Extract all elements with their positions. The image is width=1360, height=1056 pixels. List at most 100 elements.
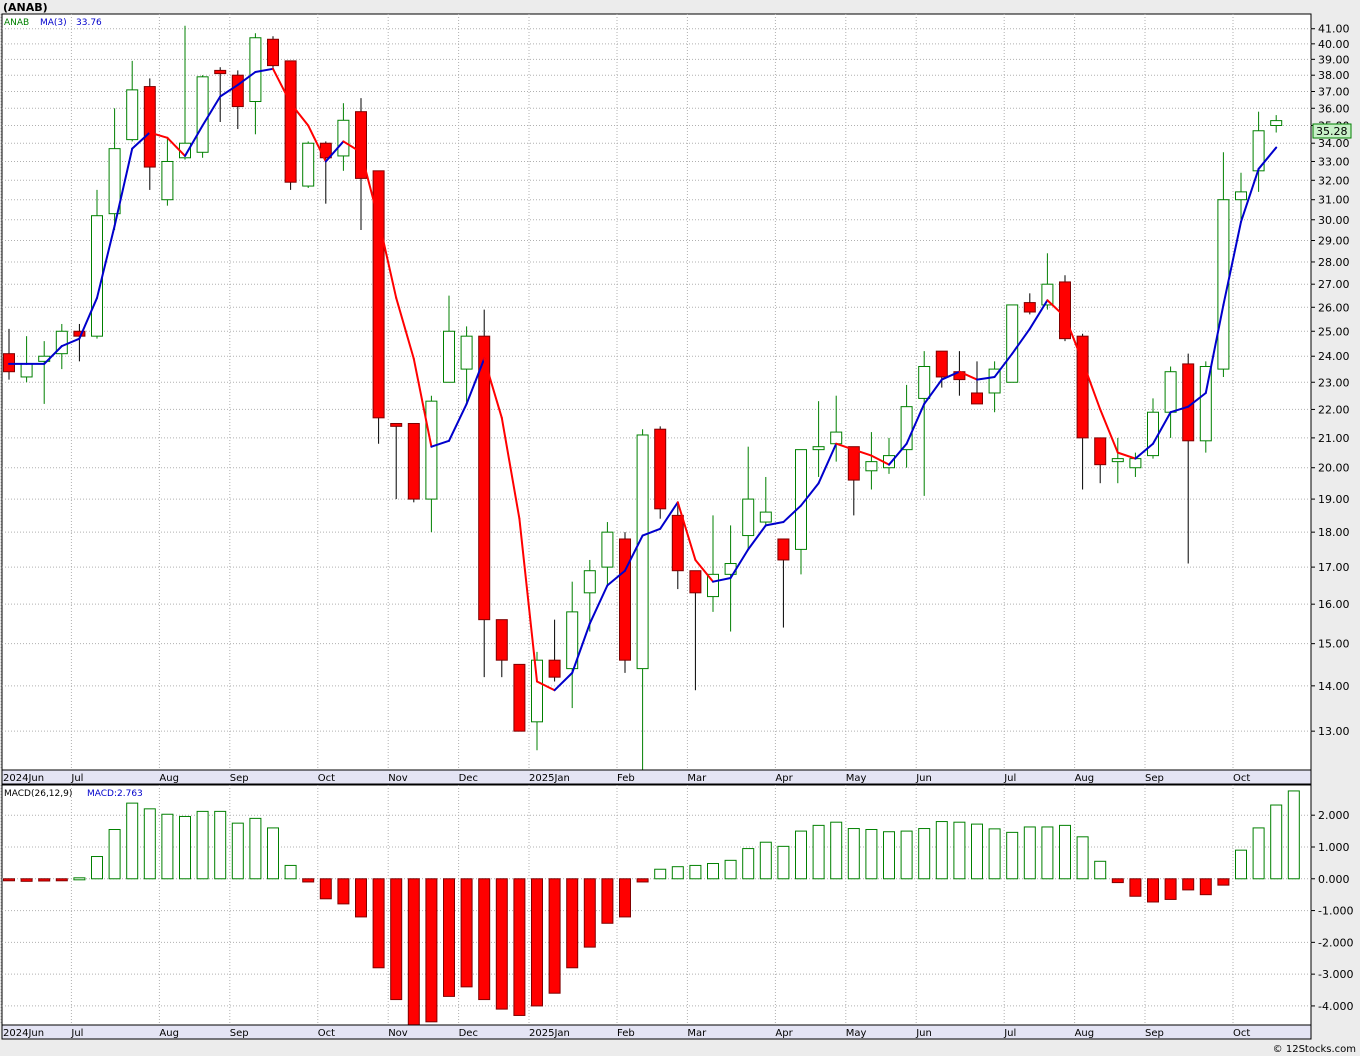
price-tick-label: 28.00 bbox=[1318, 256, 1350, 269]
ma-segment bbox=[729, 548, 750, 579]
macd-bar bbox=[249, 817, 262, 880]
candle-body bbox=[847, 446, 860, 481]
month-label: Dec bbox=[459, 1028, 478, 1039]
ma-segment bbox=[184, 124, 204, 157]
candle-body bbox=[355, 111, 367, 179]
price-panel: 13.00 14.00 15.00 16.00 17.00 18.00 19.00 20.00… bbox=[0, 13, 1352, 771]
ma-segment bbox=[430, 439, 450, 448]
macd-grid bbox=[0, 785, 1311, 1025]
macd-tick-label: -2.000 bbox=[1318, 936, 1353, 949]
month-label: Jun bbox=[915, 773, 932, 784]
candle-body bbox=[654, 428, 667, 510]
month-label: Oct bbox=[318, 1028, 335, 1039]
ma-segment bbox=[219, 83, 239, 98]
ma-segment bbox=[835, 442, 855, 451]
price-tick-label: 16.00 bbox=[1318, 598, 1350, 611]
ma-segment bbox=[1011, 327, 1031, 355]
month-label: Apr bbox=[775, 773, 793, 784]
price-tick-label: 17.00 bbox=[1318, 561, 1350, 574]
ma-segment bbox=[676, 501, 697, 561]
ma-segment bbox=[1240, 167, 1260, 223]
macd-bar bbox=[337, 878, 350, 905]
price-tick-label: 38.00 bbox=[1318, 69, 1350, 82]
macd-bar bbox=[865, 829, 878, 880]
ma-segment bbox=[606, 569, 626, 587]
candle-body bbox=[1111, 458, 1124, 463]
ma-segment bbox=[1116, 451, 1137, 460]
macd-bar bbox=[847, 828, 860, 880]
macd-bar bbox=[478, 878, 491, 1001]
price-tick-label: 22.00 bbox=[1318, 403, 1350, 416]
macd-bar bbox=[231, 822, 244, 880]
candle-body bbox=[1076, 335, 1089, 439]
macd-bar bbox=[971, 823, 983, 880]
ma-segment bbox=[1204, 303, 1225, 394]
price-tick-label: 37.00 bbox=[1318, 86, 1350, 99]
macd-bar bbox=[935, 821, 948, 880]
macd-bar bbox=[654, 868, 667, 880]
ma-segment bbox=[236, 70, 257, 86]
candle-body bbox=[407, 422, 420, 500]
macd-bar bbox=[1199, 878, 1212, 896]
ma-segment bbox=[166, 136, 186, 157]
ma-segment bbox=[659, 501, 679, 530]
macd-tick-label: -1.000 bbox=[1318, 905, 1353, 918]
candle-body bbox=[566, 611, 579, 670]
candle-body bbox=[531, 659, 543, 723]
macd-bar bbox=[3, 878, 15, 882]
month-label: Jun bbox=[915, 1028, 932, 1039]
candle-body bbox=[1217, 199, 1230, 370]
macd-bar bbox=[1111, 878, 1124, 884]
candle-body bbox=[196, 76, 209, 153]
ma-segment bbox=[289, 102, 310, 127]
candle-body bbox=[671, 514, 684, 572]
ma-segment bbox=[588, 584, 609, 625]
price-tick-label: 40.00 bbox=[1318, 38, 1350, 51]
ma-segment bbox=[360, 151, 380, 221]
macd-legend-value: MACD:2.763 bbox=[87, 789, 143, 799]
month-label: Nov bbox=[388, 773, 408, 784]
month-label: Feb bbox=[617, 773, 635, 784]
legend-ma-label: MA(3) bbox=[40, 18, 67, 28]
ma-segment bbox=[324, 140, 345, 163]
price-grid bbox=[0, 14, 1311, 770]
price-tick-label: 41.00 bbox=[1318, 23, 1350, 36]
ma-segment bbox=[148, 131, 169, 139]
ma-segment bbox=[764, 521, 785, 527]
ma-segment bbox=[712, 576, 732, 583]
macd-bar bbox=[460, 878, 473, 988]
candle-body bbox=[284, 60, 297, 183]
macd-bar bbox=[1164, 878, 1177, 900]
candle-body bbox=[636, 434, 649, 670]
candle-body bbox=[372, 170, 385, 419]
ma-segment bbox=[377, 218, 398, 299]
month-label: Mar bbox=[687, 1028, 707, 1039]
ma-segment bbox=[1257, 146, 1278, 170]
macd-bar bbox=[372, 878, 385, 969]
price-candles bbox=[3, 25, 1283, 770]
macd-bar bbox=[724, 859, 737, 880]
macd-bar bbox=[759, 841, 772, 880]
macd-bar bbox=[1217, 878, 1230, 886]
candle-body bbox=[1147, 411, 1159, 457]
candle-body bbox=[214, 69, 227, 75]
macd-bar bbox=[1076, 836, 1089, 880]
macd-bar bbox=[742, 848, 755, 880]
candle-body bbox=[3, 353, 15, 373]
macd-bar bbox=[407, 878, 420, 1026]
macd-bar bbox=[1041, 826, 1054, 880]
ma-segment bbox=[852, 448, 873, 457]
macd-bar bbox=[689, 864, 702, 880]
ma-segment bbox=[412, 357, 433, 448]
month-label: 2025Jan bbox=[529, 773, 570, 784]
macd-bar bbox=[707, 863, 719, 880]
ma-segment bbox=[307, 124, 327, 163]
macd-bar bbox=[495, 878, 508, 1010]
macd-bar bbox=[1059, 824, 1071, 880]
macd-bar bbox=[126, 802, 139, 880]
candle-body bbox=[1023, 302, 1036, 313]
candle-body bbox=[390, 422, 403, 427]
macd-bar bbox=[777, 845, 790, 880]
month-label: Sep bbox=[230, 1028, 249, 1039]
macd-bar bbox=[319, 878, 332, 900]
